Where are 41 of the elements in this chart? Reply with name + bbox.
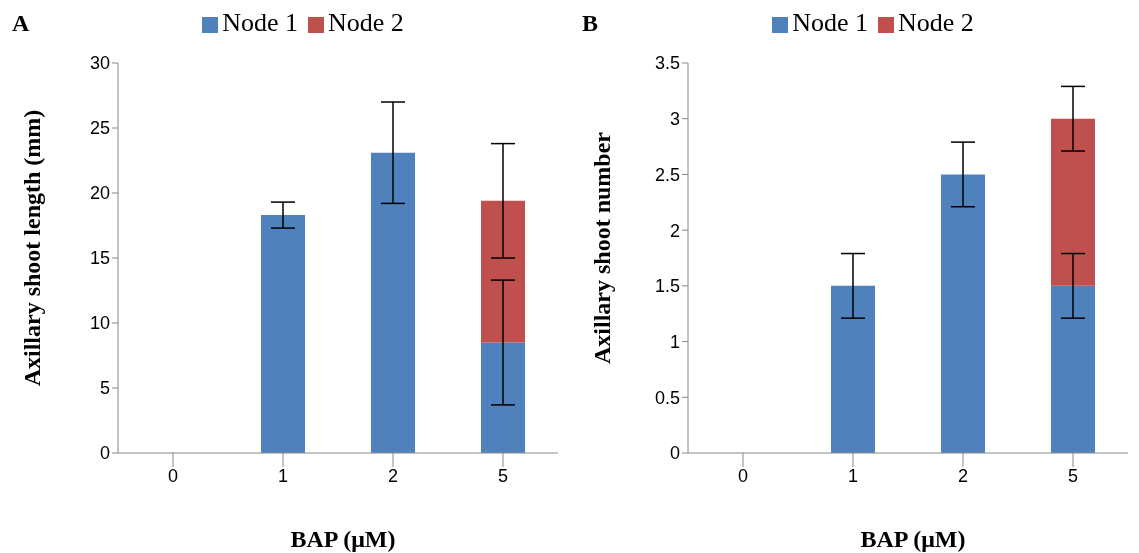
bar (1051, 118, 1095, 286)
y-tick-label: 0 (669, 443, 680, 464)
x-tick-label: 0 (167, 465, 179, 486)
bar (481, 342, 525, 453)
y-tick-label: 1 (669, 331, 680, 352)
y-tick-label: 0 (99, 443, 110, 464)
y-tick-label: 2 (669, 220, 680, 241)
bar (371, 152, 415, 453)
y-tick-label: 3 (669, 109, 680, 130)
y-tick-label: 20 (89, 183, 110, 204)
y-tick-label: 1.5 (654, 276, 680, 297)
bar (831, 285, 875, 453)
x-tick-label: 2 (957, 465, 969, 486)
y-tick-label: 3.5 (654, 53, 680, 74)
chart-title: A (12, 10, 30, 37)
y-tick-label: 15 (89, 248, 110, 269)
legend-label: Node 1 (222, 8, 298, 37)
bar (1051, 285, 1095, 453)
bar (261, 215, 305, 453)
x-tick-label: 5 (1067, 465, 1079, 486)
y-tick-label: 5 (99, 378, 110, 399)
x-tick-label: 2 (387, 465, 399, 486)
y-axis-title: Axillary shoot length (mm) (18, 109, 46, 387)
legend-label: Node 1 (792, 8, 868, 37)
y-tick-label: 0.5 (654, 387, 680, 408)
y-tick-label: 30 (89, 53, 110, 74)
x-tick-label: 5 (497, 465, 509, 486)
y-axis-title: Axillary shoot number (588, 131, 616, 365)
legend-label: Node 2 (898, 8, 974, 37)
x-tick-label: 1 (847, 465, 859, 486)
bar (941, 174, 985, 453)
x-axis-title: BAP (μM) (859, 526, 967, 553)
y-tick-label: 25 (89, 118, 110, 139)
y-tick-label: 10 (89, 313, 110, 334)
x-tick-label: 0 (737, 465, 749, 486)
bar (481, 200, 525, 343)
chart-title: B (582, 10, 599, 37)
y-tick-label: 2.5 (654, 164, 680, 185)
legend-label: Node 2 (328, 8, 404, 37)
x-tick-label: 1 (277, 465, 289, 486)
x-axis-title: BAP (μM) (289, 526, 397, 553)
